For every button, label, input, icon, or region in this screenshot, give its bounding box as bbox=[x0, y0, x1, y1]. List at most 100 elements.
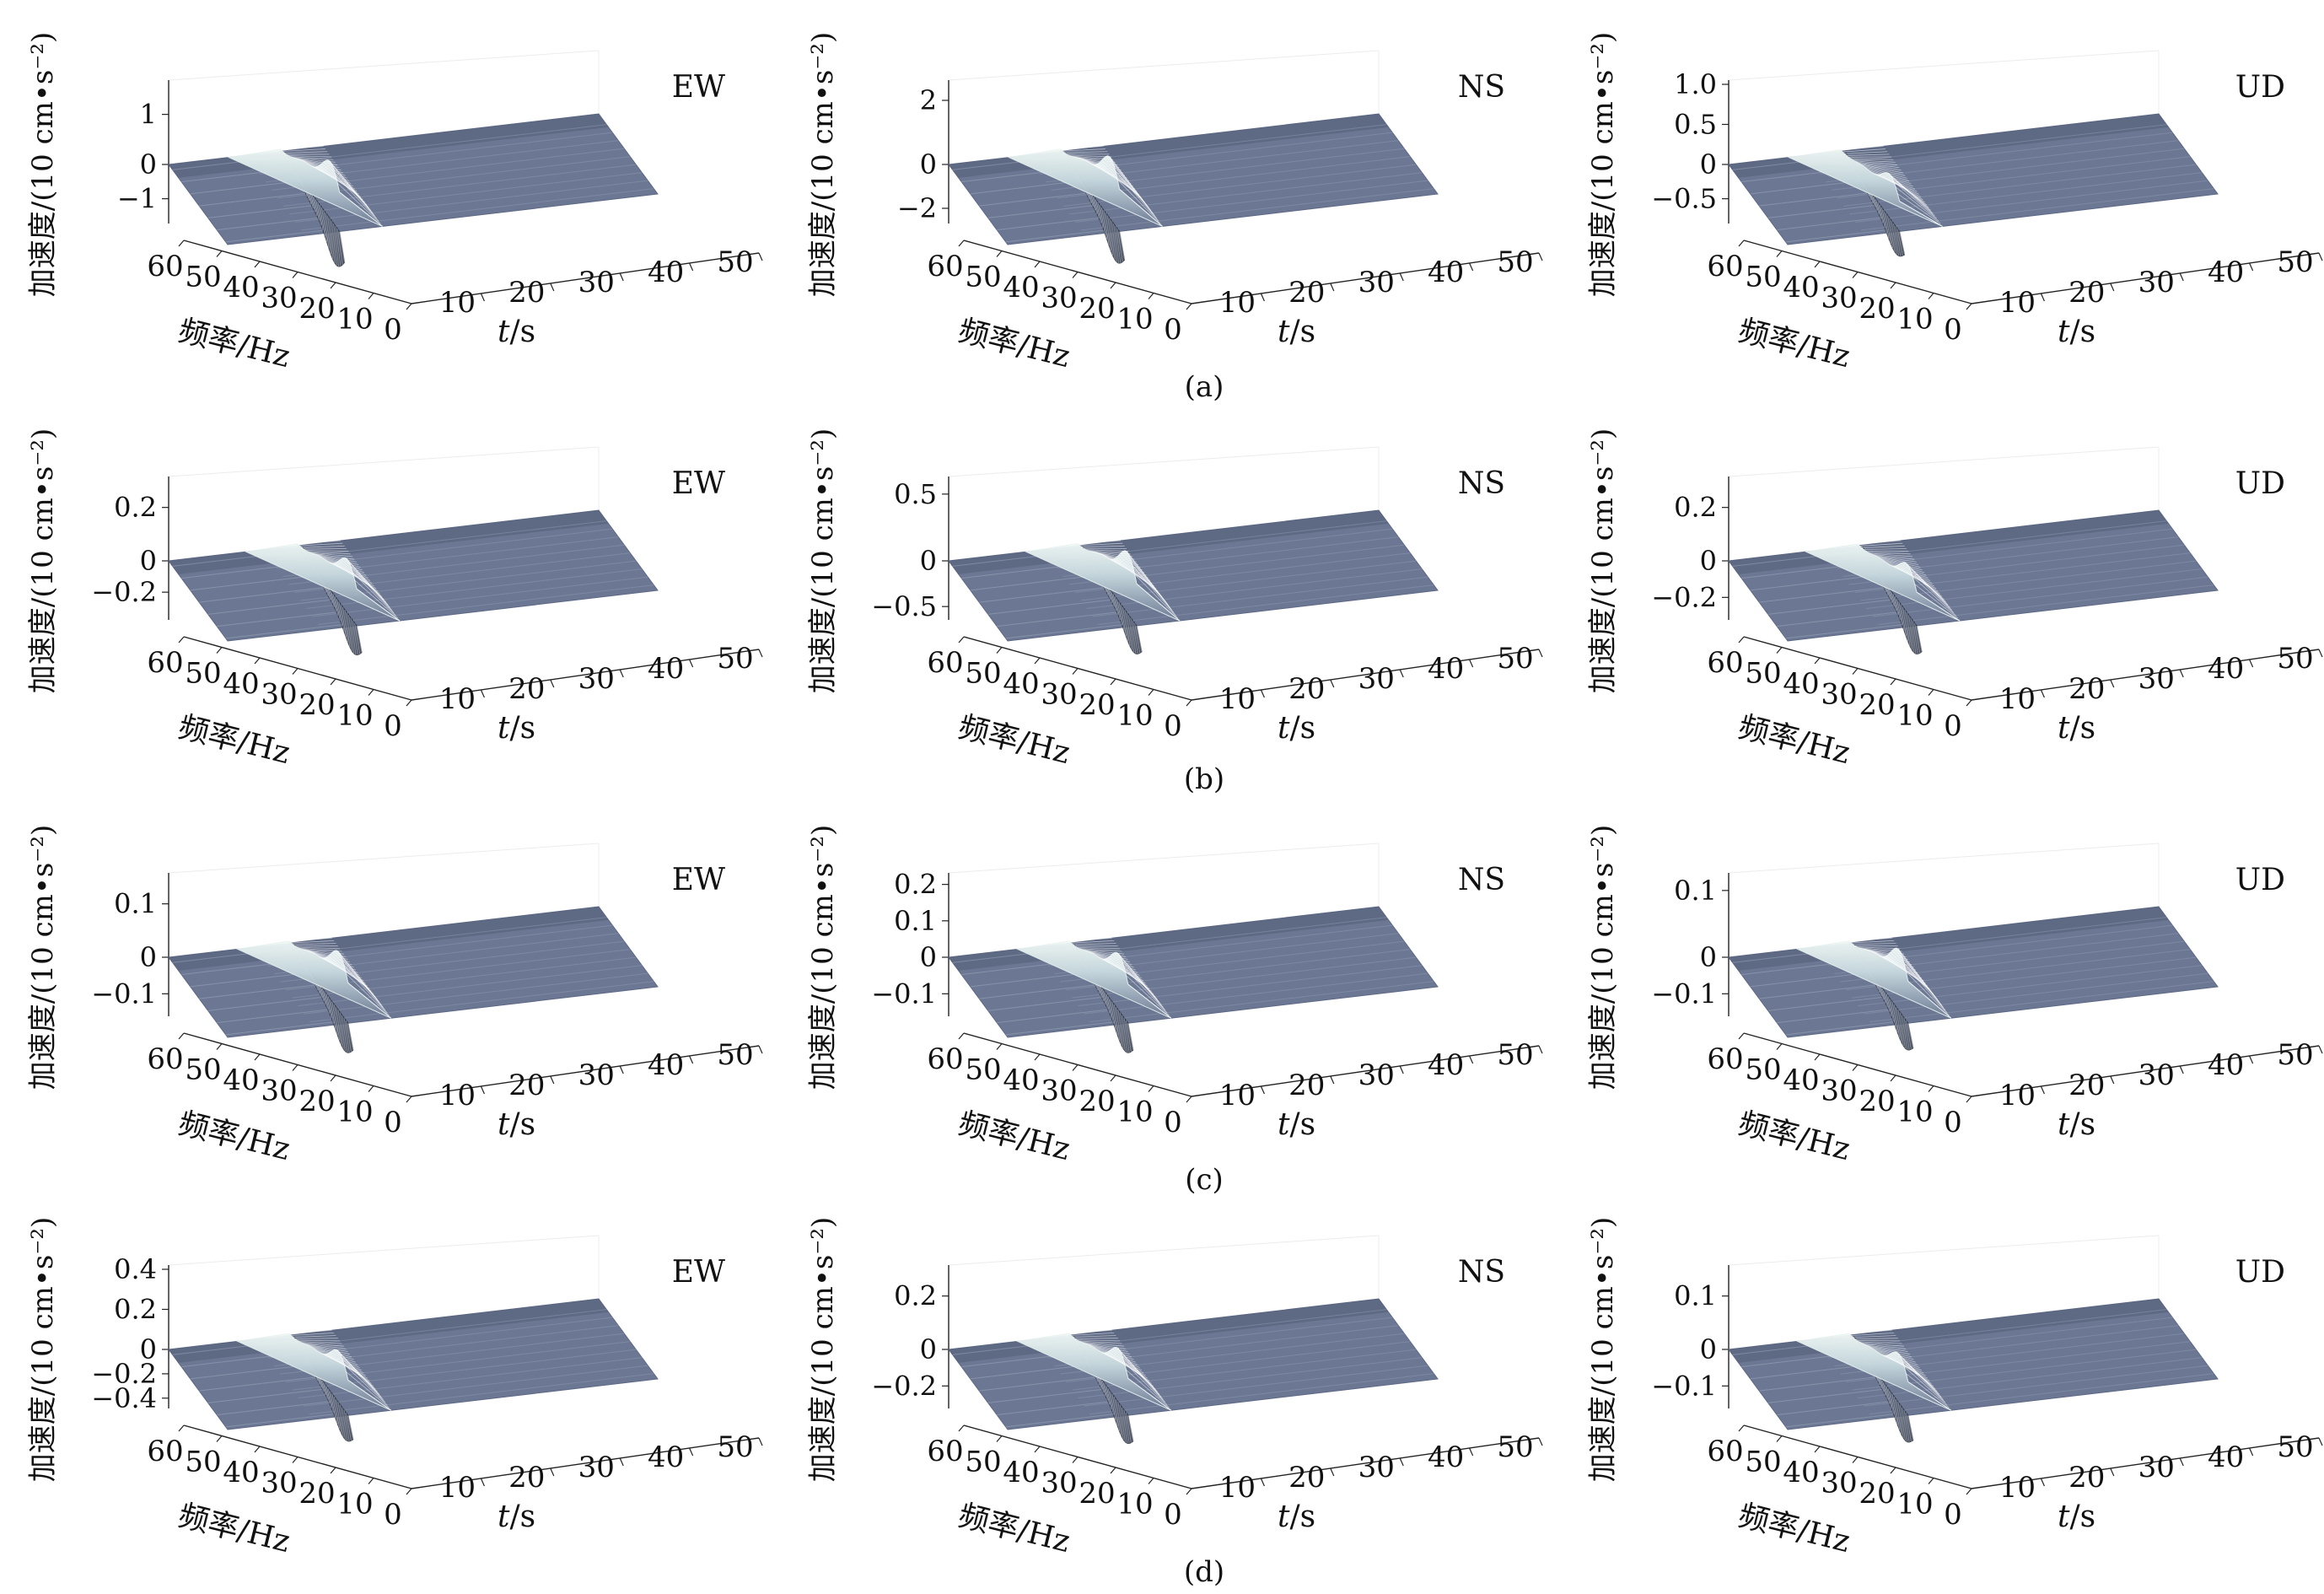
surface-mesh bbox=[290, 156, 334, 160]
surface-mesh bbox=[1891, 176, 1935, 217]
time-tick bbox=[1469, 1447, 1474, 1457]
freq-tick-label: 50 bbox=[185, 657, 221, 691]
surface-mesh bbox=[309, 1345, 352, 1358]
surface-streak bbox=[1828, 1317, 2173, 1359]
time-tick-label: 20 bbox=[1288, 672, 1325, 706]
surface-mesh bbox=[1123, 1409, 1130, 1444]
freq-tick-label: 40 bbox=[223, 667, 259, 701]
time-axis-label-unit: /s bbox=[2069, 711, 2095, 746]
surface-mesh bbox=[1854, 1338, 1898, 1340]
surface-streak bbox=[1759, 983, 1880, 999]
surface-streak bbox=[217, 1008, 338, 1024]
time-axis-label-var: t bbox=[1278, 315, 1290, 349]
surface-streak bbox=[1777, 1400, 1898, 1416]
freq-tick bbox=[254, 261, 261, 268]
freq-tick bbox=[996, 1043, 1003, 1050]
time-tick bbox=[550, 283, 555, 292]
surface-mesh bbox=[1130, 558, 1175, 613]
surface-mesh bbox=[1128, 615, 1135, 653]
time-tick-label: 50 bbox=[717, 1038, 753, 1072]
surface-streak bbox=[987, 1388, 1109, 1403]
freq-tick-label: 20 bbox=[1859, 292, 1895, 326]
surface-mesh bbox=[1118, 601, 1125, 631]
surface-mesh bbox=[1907, 563, 1950, 608]
surface-mesh bbox=[331, 164, 375, 216]
freq-axis-label: 频率/Hz bbox=[955, 710, 1073, 771]
surface-mesh bbox=[1105, 213, 1111, 251]
time-axis-label: t/s bbox=[1278, 1107, 1315, 1142]
surface-mesh bbox=[1111, 590, 1117, 611]
surface-mesh bbox=[1897, 193, 1941, 224]
surface-mesh bbox=[1859, 164, 1904, 174]
z-axis-label: 加速度/(10 cm•s⁻²) bbox=[1586, 1217, 1620, 1482]
surface-mesh bbox=[1073, 943, 1116, 945]
z-tick-label: −0.4 bbox=[91, 1382, 157, 1414]
surface-mesh bbox=[1110, 999, 1116, 1030]
freq-tick bbox=[1814, 1446, 1821, 1453]
surface-mesh bbox=[1895, 226, 1902, 256]
surface-mesh bbox=[282, 148, 325, 152]
time-tick-label: 40 bbox=[648, 256, 684, 289]
surface-mesh bbox=[1884, 991, 1891, 1012]
surface-mesh bbox=[1888, 996, 1894, 1022]
time-tick bbox=[1260, 1478, 1265, 1487]
component-label: EW bbox=[672, 1255, 725, 1290]
freq-tick bbox=[292, 1457, 299, 1463]
component-label: NS bbox=[1458, 70, 1505, 105]
surface-mesh bbox=[1079, 542, 1123, 547]
time-tick-label: 20 bbox=[1288, 276, 1325, 310]
surface-mesh bbox=[346, 1020, 352, 1053]
freq-tick bbox=[330, 678, 336, 686]
surface-mesh bbox=[1109, 218, 1116, 260]
surface-mesh bbox=[336, 182, 381, 224]
freq-tick bbox=[216, 1043, 223, 1050]
freq-axis-label: 频率/Hz bbox=[175, 1499, 293, 1559]
z-axis-label: 加速度/(10 cm•s⁻²) bbox=[1586, 825, 1620, 1090]
surface-streak bbox=[199, 1376, 320, 1392]
freq-tick-label: 50 bbox=[965, 1446, 1001, 1479]
surface-mesh bbox=[1126, 1369, 1170, 1408]
surface-mesh bbox=[1907, 1415, 1914, 1441]
time-axis-label: t/s bbox=[2058, 315, 2095, 349]
surface-mesh bbox=[1859, 542, 1903, 547]
freq-tick bbox=[1966, 1488, 1972, 1495]
surface-mesh bbox=[1899, 201, 1943, 227]
component-label: UD bbox=[2235, 863, 2285, 897]
freq-tick bbox=[958, 636, 965, 644]
time-tick bbox=[2179, 1065, 2184, 1074]
surface-mesh bbox=[1071, 940, 1115, 944]
time-axis-label-unit: /s bbox=[2069, 315, 2095, 349]
freq-axis-label: 频率/Hz bbox=[1735, 1107, 1853, 1167]
freq-tick bbox=[292, 272, 299, 278]
surface-mesh bbox=[319, 556, 363, 571]
surface-mesh bbox=[1859, 1341, 1902, 1344]
surface-mesh bbox=[1880, 558, 1925, 574]
z-tick-label: −0.2 bbox=[91, 576, 157, 608]
time-tick bbox=[689, 1055, 694, 1064]
surface-mesh bbox=[330, 999, 336, 1030]
surface-streak bbox=[1777, 611, 1907, 627]
surface-mesh bbox=[1914, 584, 1958, 619]
z-axis-label: 加速度/(10 cm•s⁻²) bbox=[26, 1217, 60, 1482]
freq-tick bbox=[178, 1424, 185, 1432]
surface-mesh bbox=[299, 542, 343, 547]
freq-tick-label: 40 bbox=[1003, 667, 1039, 701]
freq-tick-label: 30 bbox=[1041, 678, 1077, 712]
surface-mesh bbox=[1844, 151, 1888, 154]
time-axis bbox=[411, 1045, 760, 1097]
time-tick bbox=[480, 1478, 485, 1487]
surface-mesh bbox=[1114, 1004, 1120, 1041]
time-tick-label: 30 bbox=[1358, 266, 1395, 299]
surface-streak bbox=[1822, 1309, 2167, 1351]
surface-streak bbox=[970, 1364, 1091, 1380]
surface-mesh bbox=[1848, 937, 1892, 942]
time-tick bbox=[1399, 669, 1404, 678]
surface-mesh bbox=[1882, 988, 1888, 1008]
freq-tick bbox=[1034, 1053, 1041, 1061]
time-axis-label: t/s bbox=[498, 1500, 535, 1534]
freq-tick-label: 40 bbox=[1783, 1456, 1819, 1489]
freq-tick-label: 0 bbox=[384, 1106, 402, 1139]
freq-tick bbox=[1072, 668, 1079, 675]
